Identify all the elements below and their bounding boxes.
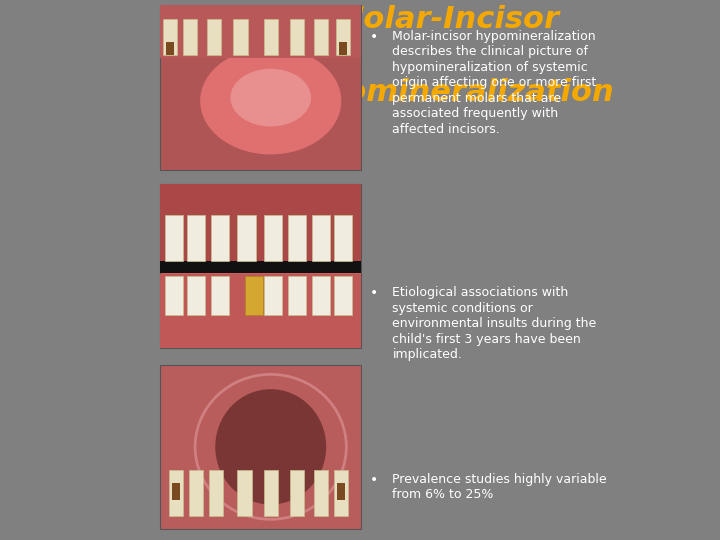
Bar [334,470,348,516]
Bar [160,5,361,58]
Bar [337,483,346,500]
Bar [288,276,306,315]
Bar [172,483,180,500]
Bar [314,470,328,516]
Bar [169,470,183,516]
Bar [312,276,330,315]
Bar [160,364,361,529]
Bar [187,276,205,315]
Text: Prevalence studies highly variable
from 6% to 25%: Prevalence studies highly variable from … [392,472,607,501]
Bar [245,276,263,315]
Bar [238,215,256,261]
Bar [207,18,221,55]
Bar [233,18,248,55]
Text: Molar-Incisor: Molar-Incisor [333,5,559,35]
Bar [288,215,306,261]
Bar [290,470,304,516]
Bar [264,470,278,516]
Text: Molar-incisor hypomineralization
describes the clinical picture of
hypomineraliz: Molar-incisor hypomineralization describ… [392,30,597,136]
Text: •: • [370,286,378,300]
Bar [165,276,183,315]
Bar [334,276,352,315]
Bar [187,215,205,261]
Text: Etiological associations with
systemic conditions or
environmental insults durin: Etiological associations with systemic c… [392,286,597,361]
Text: •: • [370,472,378,487]
Bar [211,215,230,261]
Ellipse shape [200,48,341,154]
Bar [210,470,223,516]
Bar [183,18,197,55]
Bar [166,42,174,55]
Bar [189,470,203,516]
Bar [336,18,351,55]
Ellipse shape [230,69,311,126]
Text: •: • [370,30,378,44]
Bar [160,5,361,170]
Bar [264,215,282,261]
Bar [211,276,230,315]
Bar [314,18,328,55]
Bar [160,184,361,262]
Bar [290,18,304,55]
Text: Hypomineralization: Hypomineralization [279,78,614,107]
Ellipse shape [215,389,326,504]
Bar [160,184,361,348]
Bar [264,276,282,315]
Bar [334,215,352,261]
Bar [160,261,361,273]
Bar [163,18,177,55]
Bar [238,470,251,516]
Bar [264,18,278,55]
Bar [312,215,330,261]
Bar [165,215,183,261]
Bar [339,42,347,55]
Bar [160,274,361,348]
